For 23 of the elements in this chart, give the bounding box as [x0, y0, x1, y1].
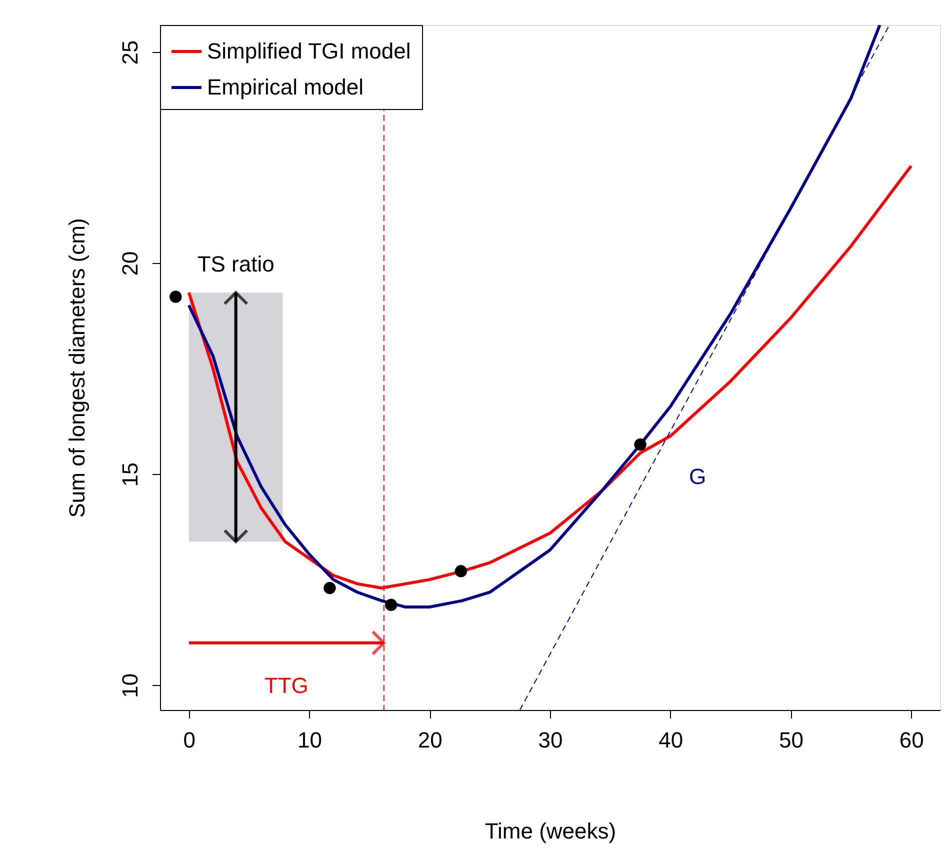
- point: [384, 598, 398, 612]
- y-tick-label: 25: [118, 40, 142, 65]
- x-tick-label: 0: [183, 728, 196, 752]
- legend-label: Empirical model: [207, 74, 364, 100]
- y-tick-label: 10: [118, 673, 142, 698]
- point: [454, 565, 468, 578]
- legend-label: Simplified TGI model: [207, 38, 411, 64]
- point: [170, 290, 182, 303]
- x-tick-label: 10: [298, 728, 322, 752]
- point: [634, 438, 646, 451]
- x-tick-label: 30: [538, 728, 563, 752]
- y-tick-label: 15: [118, 462, 142, 487]
- x-tick-label: 60: [899, 728, 924, 752]
- annotation: G: [688, 464, 706, 490]
- x-tick-label: 50: [779, 728, 804, 752]
- point: [324, 582, 336, 594]
- annotation: TS ratio: [197, 252, 274, 277]
- annotation: TTG: [264, 672, 308, 698]
- y-tick-label: 20: [118, 251, 142, 276]
- x-axis-title: Time (weeks): [484, 818, 616, 844]
- x-tick-label: 20: [418, 728, 442, 752]
- x-tick-label: 40: [658, 728, 684, 752]
- y-axis-title: Sum of longest diameters (cm): [64, 218, 90, 518]
